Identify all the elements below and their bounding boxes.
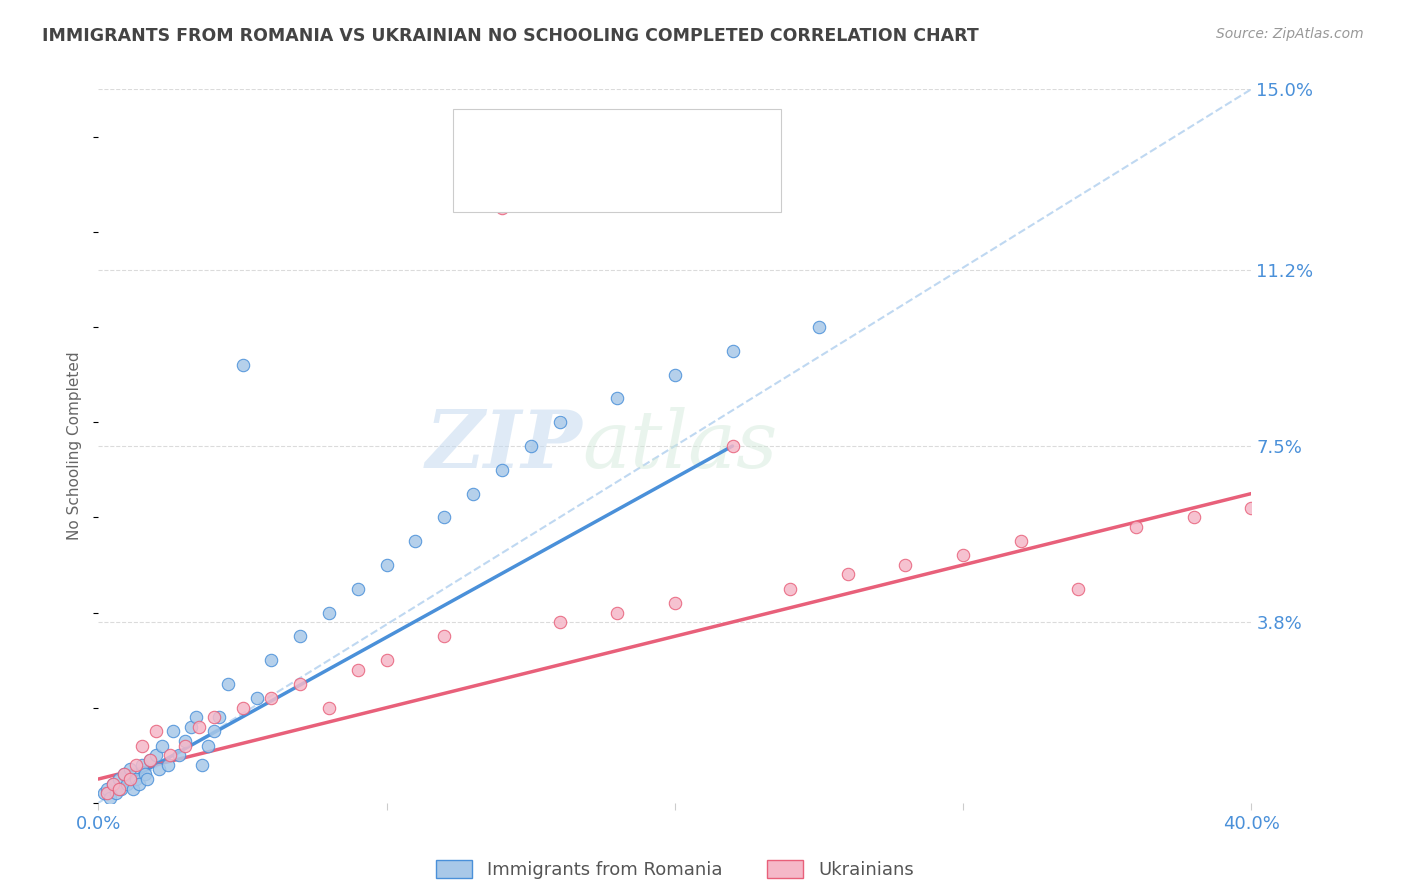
Point	[217, 677, 239, 691]
Point	[260, 691, 283, 706]
Point	[104, 786, 127, 800]
Point	[122, 781, 145, 796]
Point	[346, 663, 368, 677]
Text: R =: R =	[506, 178, 546, 195]
Point	[110, 781, 132, 796]
Point	[131, 757, 153, 772]
Point	[664, 596, 686, 610]
Point	[180, 720, 202, 734]
Point	[1240, 500, 1263, 515]
Point	[837, 567, 859, 582]
Point	[606, 606, 628, 620]
Point	[162, 724, 184, 739]
Point	[128, 777, 150, 791]
Point	[246, 691, 269, 706]
Point	[136, 772, 159, 786]
Point	[156, 757, 179, 772]
Point	[120, 772, 142, 786]
Point	[159, 748, 181, 763]
Point	[167, 748, 190, 763]
Legend: Immigrants from Romania, Ukrainians: Immigrants from Romania, Ukrainians	[429, 853, 921, 887]
Point	[139, 753, 162, 767]
Point	[260, 653, 283, 667]
Point	[894, 558, 917, 572]
Point	[131, 739, 153, 753]
Point	[491, 201, 513, 215]
Text: ZIP: ZIP	[426, 408, 582, 484]
Text: R =: R =	[506, 135, 546, 153]
Point	[1067, 582, 1090, 596]
Point	[664, 368, 686, 382]
Point	[290, 629, 312, 643]
Point	[150, 739, 173, 753]
Point	[231, 700, 254, 714]
Point	[120, 763, 142, 777]
Point	[290, 677, 312, 691]
Point	[112, 767, 135, 781]
Point	[375, 653, 398, 667]
Point	[346, 582, 368, 596]
Text: 0.269: 0.269	[537, 178, 595, 195]
Text: 34: 34	[634, 178, 659, 195]
Point	[112, 767, 135, 781]
Text: IMMIGRANTS FROM ROMANIA VS UKRAINIAN NO SCHOOLING COMPLETED CORRELATION CHART: IMMIGRANTS FROM ROMANIA VS UKRAINIAN NO …	[42, 27, 979, 45]
Text: N =: N =	[603, 178, 644, 195]
Point	[952, 549, 974, 563]
Point	[186, 710, 208, 724]
Text: atlas: atlas	[582, 408, 778, 484]
Text: Source: ZipAtlas.com: Source: ZipAtlas.com	[1216, 27, 1364, 41]
Point	[98, 791, 121, 805]
Point	[721, 439, 744, 453]
Point	[101, 777, 124, 791]
Point	[145, 748, 167, 763]
Point	[145, 724, 167, 739]
Point	[461, 486, 484, 500]
Point	[101, 777, 124, 791]
Point	[174, 734, 197, 748]
Point	[318, 606, 340, 620]
Point	[1125, 520, 1147, 534]
Point	[107, 781, 129, 796]
Point	[548, 415, 571, 429]
Text: N =: N =	[603, 135, 644, 153]
Point	[134, 767, 156, 781]
Point	[208, 710, 231, 724]
Point	[125, 772, 148, 786]
Point	[405, 534, 427, 549]
Text: 0.462: 0.462	[537, 135, 595, 153]
Point	[231, 358, 254, 372]
Point	[174, 739, 197, 753]
Point	[1010, 534, 1032, 549]
Point	[191, 757, 214, 772]
Point	[606, 392, 628, 406]
Point	[188, 720, 211, 734]
Point	[491, 463, 513, 477]
Point	[148, 763, 170, 777]
Point	[375, 558, 398, 572]
Y-axis label: No Schooling Completed: No Schooling Completed	[67, 351, 83, 541]
Point	[107, 772, 129, 786]
Point	[1182, 510, 1205, 524]
Point	[202, 710, 225, 724]
Point	[779, 582, 801, 596]
Point	[96, 786, 118, 800]
Point	[125, 757, 148, 772]
Point	[202, 724, 225, 739]
Point	[807, 320, 830, 334]
Point	[139, 753, 162, 767]
Point	[197, 739, 219, 753]
Point	[721, 343, 744, 358]
Text: 48: 48	[634, 135, 659, 153]
Point	[433, 629, 456, 643]
Point	[548, 615, 571, 629]
Point	[520, 439, 543, 453]
Point	[93, 786, 115, 800]
Point	[318, 700, 340, 714]
Point	[96, 781, 118, 796]
Point	[433, 510, 456, 524]
Point	[117, 777, 139, 791]
